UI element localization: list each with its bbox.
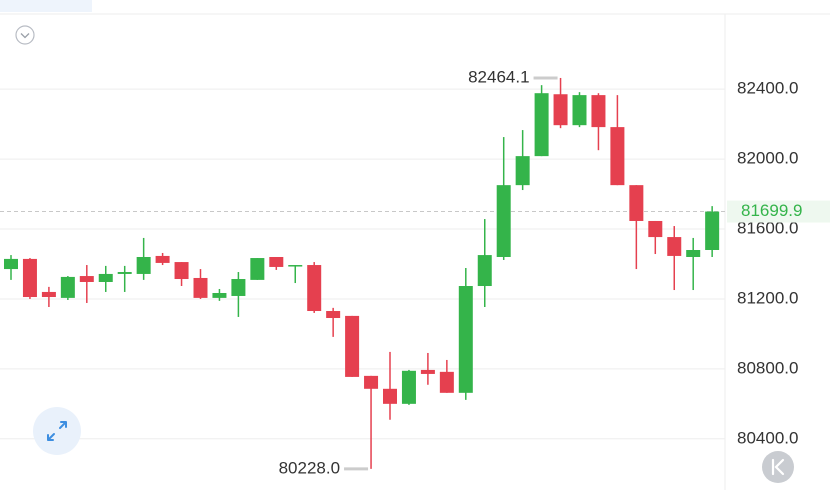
y-tick-label: 80800.0 <box>737 358 798 377</box>
candle-body <box>41 291 56 298</box>
y-tick-label: 80400.0 <box>737 428 798 447</box>
candle-body <box>477 255 492 287</box>
annotation-label: 80228.0 <box>279 458 340 477</box>
candle-body <box>155 255 170 263</box>
candle-body <box>439 371 454 393</box>
last-price-label: 81699.9 <box>741 201 802 220</box>
candle-body <box>250 258 265 280</box>
y-tick-label: 81200.0 <box>737 288 798 307</box>
y-tick-label: 82400.0 <box>737 79 798 98</box>
candle-body <box>515 156 530 186</box>
candle-body <box>496 185 511 257</box>
candle-body <box>458 286 473 393</box>
expand-button[interactable] <box>33 407 81 455</box>
candle-body <box>534 93 549 157</box>
collapse-button[interactable] <box>15 25 35 45</box>
candle-body <box>98 273 113 282</box>
candle-body <box>136 256 151 274</box>
candle-body <box>686 250 701 257</box>
candle-body <box>553 94 568 126</box>
candle-body <box>401 370 416 404</box>
candle-body <box>79 276 94 282</box>
candle-body <box>591 95 606 128</box>
candle-body <box>269 256 284 267</box>
candle-body <box>193 277 208 298</box>
y-tick-label: 81600.0 <box>737 219 798 238</box>
candle-body <box>420 369 435 374</box>
candle-body <box>667 237 682 256</box>
candle-body <box>212 293 227 298</box>
last-price-bg <box>727 200 830 223</box>
candle-body <box>572 95 587 126</box>
candle-body <box>629 185 644 221</box>
candle-body <box>4 258 18 270</box>
candle-body <box>231 279 246 296</box>
candle-body <box>648 220 663 238</box>
candle-body <box>60 276 75 298</box>
candle-body <box>326 311 341 319</box>
candle-body <box>705 211 720 250</box>
candle-body <box>383 388 397 404</box>
candle-body <box>345 315 360 377</box>
y-tick-label: 82000.0 <box>737 149 798 168</box>
candle-body <box>117 272 132 274</box>
candle-body <box>288 265 303 267</box>
candle-body <box>364 375 379 389</box>
candle-body <box>174 262 189 280</box>
candle-body <box>22 258 37 298</box>
candle-body <box>610 127 625 186</box>
annotation-label: 82464.1 <box>468 67 529 86</box>
back-button[interactable] <box>762 451 794 483</box>
candle-body <box>307 265 322 312</box>
tab-indicator <box>0 0 92 12</box>
